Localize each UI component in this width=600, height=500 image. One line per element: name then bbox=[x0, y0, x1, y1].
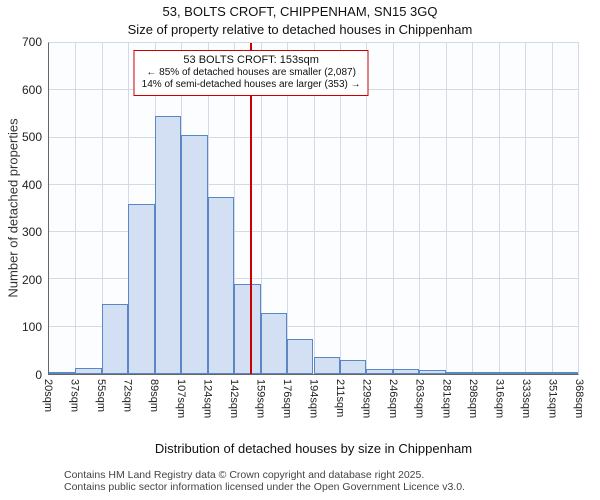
v-gridline bbox=[287, 43, 289, 374]
x-tick-label: 211sqm bbox=[334, 379, 347, 418]
x-tick-label: 316sqm bbox=[493, 379, 506, 419]
x-axis-title: Distribution of detached houses by size … bbox=[154, 441, 473, 456]
v-gridline bbox=[498, 43, 500, 374]
chart-subtitle: Size of property relative to detached ho… bbox=[127, 22, 473, 37]
property-size-marker-line bbox=[250, 43, 253, 374]
x-tick-label: 89sqm bbox=[148, 379, 161, 413]
x-tick-label: 72sqm bbox=[121, 379, 134, 413]
y-tick-label: 500 bbox=[21, 130, 42, 145]
y-tick-label: 300 bbox=[21, 225, 42, 240]
y-tick-label: 0 bbox=[35, 368, 42, 382]
x-tick-label: 281sqm bbox=[440, 379, 453, 419]
histogram-bar bbox=[75, 368, 102, 374]
x-tick-label: 368sqm bbox=[573, 379, 585, 419]
x-tick-label: 20sqm bbox=[42, 379, 54, 413]
v-gridline bbox=[313, 43, 315, 374]
annotation-box: 53 BOLTS CROFT: 153sqm ← 85% of detached… bbox=[133, 50, 369, 96]
x-tick-label: 159sqm bbox=[254, 379, 267, 419]
v-gridline bbox=[392, 43, 394, 374]
histogram-bar bbox=[154, 116, 182, 374]
x-tick-label: 176sqm bbox=[280, 379, 293, 419]
histogram-bar bbox=[181, 135, 208, 374]
annotation-larger-note: 14% of semi-detached houses are larger (… bbox=[141, 79, 361, 90]
histogram-bar bbox=[49, 371, 76, 374]
x-tick-label: 246sqm bbox=[387, 379, 400, 419]
x-tick-label: 351sqm bbox=[546, 379, 559, 419]
x-tick-label: 333sqm bbox=[519, 379, 532, 419]
histogram-bar bbox=[128, 203, 155, 374]
x-tick-label: 124sqm bbox=[201, 379, 214, 419]
chart-title: 53, BOLTS CROFT, CHIPPENHAM, SN15 3GQ bbox=[162, 4, 438, 19]
histogram-bar bbox=[313, 357, 340, 374]
footer-line-2: Contains public sector information licen… bbox=[64, 480, 465, 493]
histogram-bar bbox=[551, 372, 578, 374]
y-tick-label: 200 bbox=[21, 272, 42, 287]
v-gridline bbox=[525, 43, 527, 374]
histogram-bar bbox=[392, 369, 420, 374]
y-tick-label: 600 bbox=[21, 82, 42, 97]
x-tick-label: 229sqm bbox=[360, 379, 373, 419]
v-gridline bbox=[551, 43, 553, 374]
v-gridline bbox=[234, 43, 236, 374]
histogram-bar bbox=[419, 370, 446, 374]
v-gridline bbox=[445, 43, 447, 374]
x-tick-label: 107sqm bbox=[174, 379, 187, 419]
histogram-bar bbox=[101, 304, 129, 374]
y-tick-label: 400 bbox=[21, 177, 42, 192]
v-gridline bbox=[366, 43, 368, 374]
histogram-bar bbox=[339, 359, 367, 374]
plot-area: 53 BOLTS CROFT: 153sqm ← 85% of detached… bbox=[48, 42, 579, 375]
x-tick-label: 37sqm bbox=[68, 379, 81, 413]
h-gridline bbox=[49, 42, 578, 43]
histogram-bar bbox=[260, 312, 288, 374]
v-gridline bbox=[472, 43, 474, 374]
histogram-bar bbox=[234, 284, 261, 374]
annotation-property-label: 53 BOLTS CROFT: 153sqm bbox=[183, 54, 319, 66]
footer-line-1: Contains HM Land Registry data © Crown c… bbox=[64, 469, 425, 481]
x-tick-label: 55sqm bbox=[95, 379, 108, 413]
y-tick-label: 100 bbox=[21, 320, 42, 335]
v-gridline bbox=[260, 43, 262, 374]
v-gridline bbox=[419, 43, 421, 374]
x-tick-label: 298sqm bbox=[466, 379, 479, 419]
v-gridline bbox=[75, 43, 77, 374]
y-axis: 0 100 200 300 400 500 600 700 bbox=[0, 36, 44, 381]
v-gridline bbox=[101, 43, 103, 374]
histogram-bar bbox=[207, 196, 235, 374]
histogram-bar bbox=[287, 338, 314, 374]
histogram-bar bbox=[498, 372, 526, 374]
x-tick-label: 263sqm bbox=[413, 379, 426, 419]
histogram-bar bbox=[472, 372, 499, 374]
annotation-smaller-note: ← 85% of detached houses are smaller (2,… bbox=[146, 67, 356, 78]
y-tick-label: 700 bbox=[21, 35, 42, 49]
footer: Contains HM Land Registry data © Crown c… bbox=[64, 469, 465, 493]
histogram-bar bbox=[525, 372, 552, 374]
v-gridline bbox=[339, 43, 341, 374]
x-axis: 20sqm 37sqm 55sqm 72sqm 89sqm 107sqm 124sqm 142… bbox=[42, 379, 585, 441]
x-tick-label: 194sqm bbox=[307, 379, 320, 419]
x-tick-label: 142sqm bbox=[227, 379, 240, 419]
histogram-bar bbox=[366, 369, 393, 374]
histogram-bar bbox=[445, 371, 473, 374]
